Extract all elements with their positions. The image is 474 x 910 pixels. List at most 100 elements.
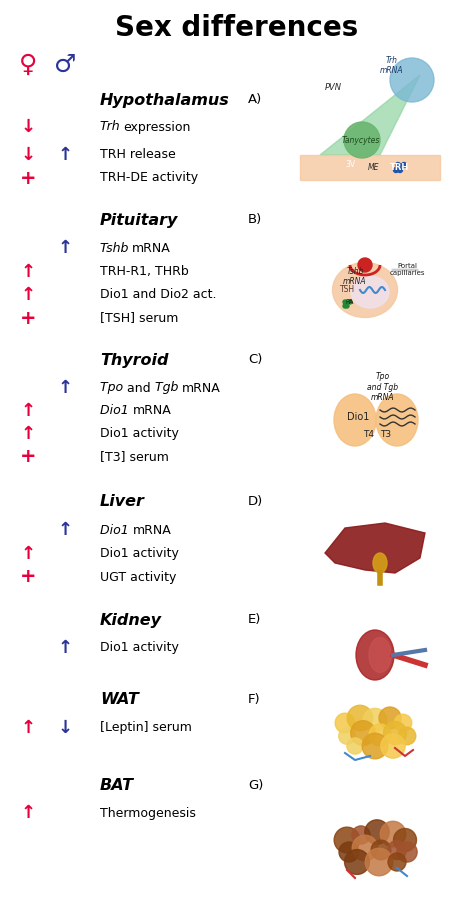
Text: ↑: ↑: [20, 804, 36, 822]
Text: ↑: ↑: [57, 639, 73, 657]
Circle shape: [365, 848, 393, 875]
Circle shape: [393, 828, 417, 852]
Text: Sex differences: Sex differences: [115, 14, 359, 42]
Text: Tpo
and Tgb
mRNA: Tpo and Tgb mRNA: [367, 372, 399, 402]
Circle shape: [335, 713, 355, 733]
Text: ↑: ↑: [20, 263, 36, 281]
Ellipse shape: [332, 262, 398, 318]
Circle shape: [401, 163, 407, 167]
Ellipse shape: [376, 394, 418, 446]
Circle shape: [398, 727, 416, 744]
Text: +: +: [20, 168, 36, 187]
Ellipse shape: [334, 394, 376, 446]
Text: Tgb: Tgb: [155, 381, 182, 395]
Text: mRNA: mRNA: [182, 381, 221, 395]
Text: ↑: ↑: [20, 545, 36, 563]
Circle shape: [390, 58, 434, 102]
Text: TRH-R1, THRb: TRH-R1, THRb: [100, 266, 189, 278]
Circle shape: [364, 708, 387, 732]
Text: ↓: ↓: [20, 146, 36, 164]
Polygon shape: [300, 155, 440, 180]
Text: Dio1: Dio1: [100, 523, 133, 537]
Text: Liver: Liver: [100, 494, 145, 510]
Text: F): F): [248, 693, 261, 706]
Text: ↑: ↑: [57, 521, 73, 539]
Circle shape: [345, 850, 369, 875]
Text: [TSH] serum: [TSH] serum: [100, 311, 178, 325]
Text: 3V: 3V: [345, 160, 355, 169]
Text: [Leptin] serum: [Leptin] serum: [100, 722, 192, 734]
Circle shape: [347, 738, 363, 754]
Circle shape: [394, 714, 412, 732]
Text: Dio1: Dio1: [100, 405, 133, 418]
Text: D): D): [248, 496, 263, 509]
Text: Thermogenesis: Thermogenesis: [100, 806, 196, 820]
Text: Dio1 activity: Dio1 activity: [100, 548, 179, 561]
Text: ↑: ↑: [20, 719, 36, 737]
Circle shape: [343, 300, 347, 304]
Text: TRH: TRH: [390, 163, 409, 172]
Text: ♀: ♀: [19, 53, 37, 77]
Circle shape: [339, 842, 359, 862]
Text: Portal
capillaries: Portal capillaries: [389, 263, 425, 276]
Text: mRNA: mRNA: [133, 405, 172, 418]
Text: mRNA: mRNA: [133, 523, 172, 537]
Text: Tshb: Tshb: [100, 241, 132, 255]
Text: BAT: BAT: [100, 777, 134, 793]
Text: TRH release: TRH release: [100, 148, 176, 161]
Text: [T3] serum: [T3] serum: [100, 450, 169, 463]
Circle shape: [345, 304, 349, 308]
Circle shape: [347, 705, 373, 731]
Text: Trh: Trh: [100, 120, 124, 134]
Circle shape: [393, 167, 399, 173]
Text: ↑: ↑: [57, 239, 73, 257]
Circle shape: [352, 835, 378, 861]
Text: E): E): [248, 613, 261, 626]
Circle shape: [398, 167, 402, 173]
Circle shape: [365, 820, 389, 844]
Circle shape: [380, 821, 406, 846]
Circle shape: [339, 728, 356, 744]
Text: ME: ME: [368, 163, 380, 172]
Text: WAT: WAT: [100, 693, 139, 707]
Text: Trh
mRNA: Trh mRNA: [380, 56, 404, 75]
Text: Tshb
mRNA: Tshb mRNA: [343, 267, 367, 286]
Circle shape: [388, 841, 406, 859]
Circle shape: [358, 258, 372, 272]
Text: ↑: ↑: [20, 425, 36, 443]
Circle shape: [351, 721, 375, 745]
Text: +: +: [20, 448, 36, 467]
Text: Dio1 and Dio2 act.: Dio1 and Dio2 act.: [100, 288, 217, 301]
Circle shape: [371, 840, 391, 860]
Circle shape: [383, 722, 407, 744]
Text: Tanycytes: Tanycytes: [342, 136, 380, 145]
Text: Thyroid: Thyroid: [100, 352, 168, 368]
Polygon shape: [325, 523, 425, 573]
Text: Dio1 activity: Dio1 activity: [100, 428, 179, 440]
Text: Dio1 activity: Dio1 activity: [100, 642, 179, 654]
Text: ↑: ↑: [20, 286, 36, 304]
Text: Kidney: Kidney: [100, 612, 162, 628]
Text: TSH: TSH: [340, 285, 355, 294]
Ellipse shape: [356, 630, 394, 680]
Text: and: and: [127, 381, 155, 395]
Circle shape: [344, 122, 380, 158]
Text: UGT activity: UGT activity: [100, 571, 176, 583]
Circle shape: [369, 724, 391, 746]
Text: +: +: [20, 568, 36, 587]
Text: C): C): [248, 353, 263, 367]
Circle shape: [362, 733, 388, 759]
Circle shape: [343, 304, 347, 308]
Text: Tpo: Tpo: [100, 381, 127, 395]
Text: mRNA: mRNA: [132, 241, 171, 255]
Text: ↑: ↑: [20, 402, 36, 420]
Text: Dio1: Dio1: [347, 412, 369, 422]
Circle shape: [395, 163, 401, 167]
Text: +: +: [20, 308, 36, 328]
Circle shape: [388, 853, 406, 871]
Circle shape: [381, 733, 405, 758]
Text: TRH-DE activity: TRH-DE activity: [100, 171, 198, 185]
Text: ↓: ↓: [57, 719, 73, 737]
Text: ♂: ♂: [54, 53, 76, 77]
Text: PVN: PVN: [325, 83, 342, 92]
